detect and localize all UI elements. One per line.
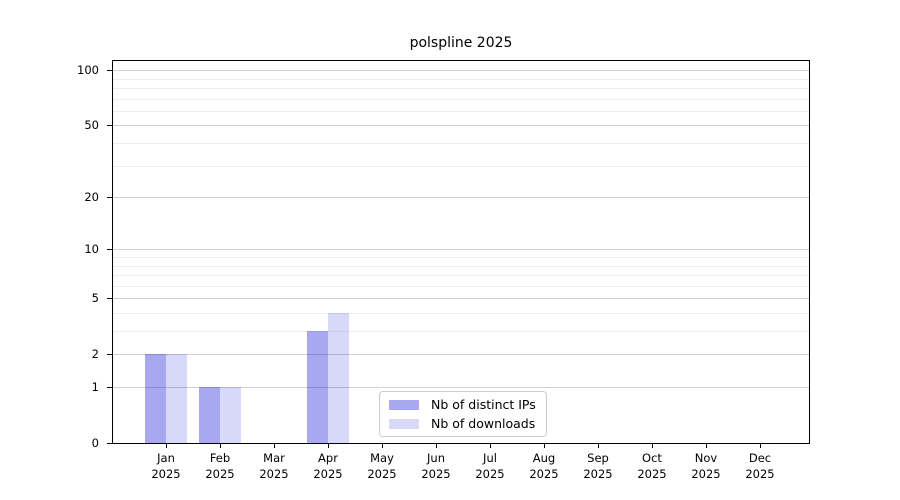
x-axis-tick <box>490 444 491 448</box>
x-axis-tick-label: Feb 2025 <box>193 450 247 482</box>
x-axis-tick-label: Apr 2025 <box>301 450 355 482</box>
minor-gridline <box>113 265 809 267</box>
x-axis-tick <box>436 444 437 448</box>
x-axis-tick-label: Jul 2025 <box>463 450 517 482</box>
y-axis-tick-label: 0 <box>91 436 99 450</box>
y-axis-tick-label: 50 <box>84 118 99 133</box>
y-axis-tick-label: 2 <box>91 347 99 362</box>
x-axis-tick-label: Jan 2025 <box>139 450 193 482</box>
x-axis-tick-label: Dec 2025 <box>733 450 787 482</box>
legend-swatch-downloads-icon <box>389 418 419 429</box>
bar-nb-of-distinct-ips-feb <box>199 387 220 443</box>
month-label: Oct <box>642 451 662 465</box>
x-axis-tick-label: Nov 2025 <box>679 450 733 482</box>
y-axis-tick-label: 100 <box>77 63 99 78</box>
month-label: Jul <box>483 451 497 465</box>
x-axis-tick <box>598 444 599 448</box>
x-axis-tick <box>328 444 329 448</box>
y-axis-tick-label: 20 <box>84 190 99 205</box>
year-label: 2025 <box>691 467 721 481</box>
year-label: 2025 <box>529 467 559 481</box>
y-axis-tick <box>107 249 112 251</box>
y-axis-tick <box>107 70 112 72</box>
major-gridline <box>113 125 809 127</box>
x-axis-tick <box>544 444 545 448</box>
x-axis-tick-label: Oct 2025 <box>625 450 679 482</box>
minor-gridline <box>113 313 809 314</box>
year-label: 2025 <box>151 467 181 481</box>
x-axis-tick-label: Aug 2025 <box>517 450 571 482</box>
x-axis-tick-label: Sep 2025 <box>571 450 625 482</box>
y-axis-tick <box>107 354 112 356</box>
year-label: 2025 <box>637 467 667 481</box>
y-axis-tick-label: 1 <box>91 380 99 394</box>
month-label: Apr <box>318 451 338 465</box>
bar-nb-of-downloads-feb <box>220 387 241 443</box>
y-axis-tick <box>107 298 112 300</box>
x-axis-tick <box>220 444 221 448</box>
minor-gridline <box>113 110 809 112</box>
major-gridline <box>113 249 809 251</box>
plot-area <box>112 60 810 444</box>
year-label: 2025 <box>475 467 505 481</box>
month-label: Dec <box>748 451 772 465</box>
legend-swatch-distinct-ips-icon <box>389 399 419 410</box>
y-axis-tick-label: 5 <box>91 291 99 306</box>
year-label: 2025 <box>583 467 613 481</box>
minor-gridline <box>113 143 809 144</box>
major-gridline <box>113 197 809 199</box>
legend-label-downloads: Nb of downloads <box>431 415 536 431</box>
bar-nb-of-downloads-jan <box>166 354 187 443</box>
year-label: 2025 <box>205 467 235 481</box>
y-axis-tick <box>107 443 112 444</box>
x-axis-tick <box>274 444 275 448</box>
x-axis-tick <box>652 444 653 448</box>
bar-nb-of-downloads-apr <box>328 313 349 443</box>
legend-label-distinct-ips: Nb of distinct IPs <box>431 396 536 412</box>
minor-gridline <box>113 98 809 100</box>
minor-gridline <box>113 285 809 287</box>
legend-item-downloads: Nb of downloads <box>389 415 537 431</box>
month-label: Jun <box>427 451 445 465</box>
year-label: 2025 <box>313 467 343 481</box>
minor-gridline <box>113 331 809 332</box>
month-label: Aug <box>532 451 556 465</box>
legend: Nb of distinct IPs Nb of downloads <box>379 391 547 437</box>
x-axis-tick <box>166 444 167 448</box>
major-gridline <box>113 70 809 72</box>
month-label: Sep <box>587 451 609 465</box>
bar-nb-of-distinct-ips-apr <box>307 331 328 443</box>
y-axis-tick-label: 10 <box>84 242 99 257</box>
year-label: 2025 <box>367 467 397 481</box>
major-gridline <box>113 298 809 300</box>
bar-nb-of-distinct-ips-jan <box>145 354 166 443</box>
year-label: 2025 <box>259 467 289 481</box>
y-axis-tick <box>107 197 112 199</box>
year-label: 2025 <box>745 467 775 481</box>
x-axis-tick-label: Mar 2025 <box>247 450 301 482</box>
year-label: 2025 <box>421 467 451 481</box>
minor-gridline <box>113 78 809 80</box>
month-label: Mar <box>263 451 285 465</box>
chart-title: polspline 2025 <box>409 35 513 51</box>
x-axis-tick <box>706 444 707 448</box>
x-axis-tick <box>382 444 383 448</box>
y-axis-tick <box>107 387 112 388</box>
month-label: Nov <box>694 451 718 465</box>
x-axis-tick-label: Jun 2025 <box>409 450 463 482</box>
month-label: Jan <box>157 451 175 465</box>
minor-gridline <box>113 165 809 167</box>
major-gridline <box>113 387 809 388</box>
x-axis-tick <box>760 444 761 448</box>
minor-gridline <box>113 275 809 276</box>
month-label: Feb <box>209 451 231 465</box>
x-axis-tick-label: May 2025 <box>355 450 409 482</box>
minor-gridline <box>113 257 809 258</box>
legend-item-distinct-ips: Nb of distinct IPs <box>389 396 537 412</box>
major-gridline <box>113 354 809 356</box>
minor-gridline <box>113 88 809 89</box>
y-axis-tick <box>107 125 112 127</box>
month-label: May <box>370 451 394 465</box>
